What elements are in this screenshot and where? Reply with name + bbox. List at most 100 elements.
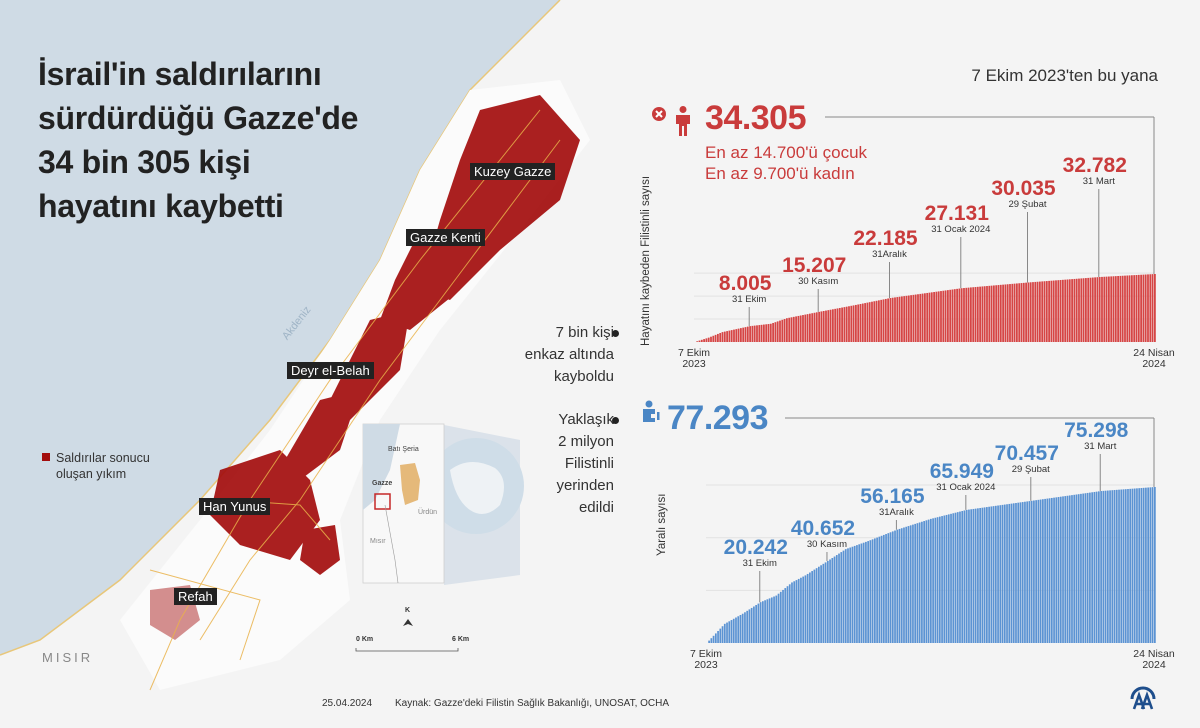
- bar: [1008, 503, 1011, 643]
- bar: [925, 520, 928, 643]
- bar: [1044, 498, 1046, 643]
- bar: [887, 533, 890, 643]
- bar: [764, 600, 766, 643]
- bar: [943, 515, 946, 643]
- bar: [986, 286, 988, 342]
- bar: [876, 537, 878, 643]
- bar: [909, 525, 912, 643]
- inset-label-west-bank: Batı Şeria: [388, 446, 419, 453]
- bar: [1138, 488, 1141, 643]
- bar: [999, 505, 1002, 643]
- person-icon: [676, 106, 690, 136]
- footer-date: 25.04.2024: [322, 698, 373, 709]
- bar: [995, 285, 998, 342]
- title-line: hayatını kaybetti: [38, 188, 284, 224]
- bar: [961, 511, 964, 643]
- bar: [950, 513, 952, 643]
- bar: [1016, 283, 1018, 342]
- aa-logo-icon: [1130, 686, 1156, 710]
- bar: [1078, 278, 1080, 342]
- data-label-value: 30.035: [991, 177, 1056, 200]
- bar: [1111, 490, 1114, 643]
- inset-label-gaza: Gazze: [372, 480, 393, 487]
- bar: [726, 622, 728, 643]
- bar: [826, 560, 829, 643]
- bar: [1118, 489, 1120, 643]
- bar: [976, 286, 979, 342]
- bar: [818, 566, 820, 643]
- bar: [1055, 280, 1057, 342]
- bar: [1122, 489, 1125, 643]
- bar: [776, 321, 779, 342]
- bar: [746, 610, 749, 643]
- bar: [838, 307, 841, 342]
- footer-source: Kaynak: Gazze'deki Filistin Sağlık Bakan…: [395, 698, 670, 709]
- bar: [1085, 278, 1087, 342]
- bar: [777, 593, 780, 643]
- bar: [739, 614, 742, 643]
- legend-label: oluşan yıkım: [56, 467, 127, 481]
- bar: [986, 507, 988, 643]
- bar: [1133, 275, 1136, 342]
- deaths-children: En az 14.700'ü çocuk: [705, 143, 868, 162]
- bar: [758, 325, 761, 342]
- close-circle-icon: [652, 107, 666, 121]
- bar: [804, 575, 807, 643]
- north-arrow-icon: [403, 619, 413, 626]
- bar: [714, 334, 717, 342]
- bar: [905, 526, 908, 643]
- deaths-total: 34.305: [705, 99, 807, 137]
- bar: [882, 299, 885, 342]
- bar: [963, 288, 965, 342]
- data-label-date: 31 Mart: [1084, 441, 1117, 452]
- bar: [994, 505, 997, 643]
- data-label-date: 31 Ocak 2024: [936, 482, 995, 493]
- bar: [1048, 498, 1051, 643]
- bar: [983, 286, 986, 342]
- bar: [696, 341, 699, 342]
- bar: [960, 288, 963, 342]
- bar: [1050, 497, 1053, 643]
- bar: [744, 327, 747, 342]
- bar: [784, 588, 787, 643]
- bar: [1103, 276, 1106, 342]
- bar: [923, 521, 926, 643]
- bar: [992, 506, 995, 643]
- bar: [898, 296, 901, 342]
- bar: [947, 514, 950, 643]
- bar: [834, 308, 837, 342]
- bar: [1095, 491, 1098, 643]
- bar: [997, 505, 999, 643]
- note-line: 7 bin kişi: [555, 324, 614, 341]
- bar: [928, 292, 931, 342]
- bar: [1046, 498, 1049, 643]
- bar: [974, 508, 977, 643]
- bar: [1124, 489, 1127, 643]
- deaths-breakdown: En az 14.700'ü çocuk En az 9.700'ü kadın: [705, 142, 867, 184]
- bar: [850, 305, 853, 342]
- bar: [710, 638, 713, 643]
- bar: [768, 598, 771, 643]
- bar: [1136, 488, 1138, 643]
- bar: [1151, 274, 1154, 342]
- bar: [1112, 276, 1115, 342]
- bar: [782, 589, 784, 643]
- bar: [723, 623, 726, 643]
- bar: [947, 290, 949, 342]
- bar: [1102, 490, 1105, 643]
- data-label-date: 31 Ekim: [743, 558, 777, 569]
- data-label-date: 31Aralık: [879, 507, 914, 518]
- bar: [945, 514, 948, 643]
- bar: [954, 512, 957, 643]
- data-label-date: 31 Ocak 2024: [931, 224, 990, 235]
- bar: [1036, 281, 1039, 342]
- bar: [1004, 284, 1007, 342]
- bar: [993, 285, 995, 342]
- bar: [898, 528, 901, 643]
- bar: [938, 516, 941, 643]
- inset-label-egypt: Mısır: [370, 538, 386, 545]
- bar: [1089, 277, 1092, 342]
- bar: [1145, 487, 1147, 643]
- bar: [749, 326, 751, 342]
- bar: [765, 324, 768, 342]
